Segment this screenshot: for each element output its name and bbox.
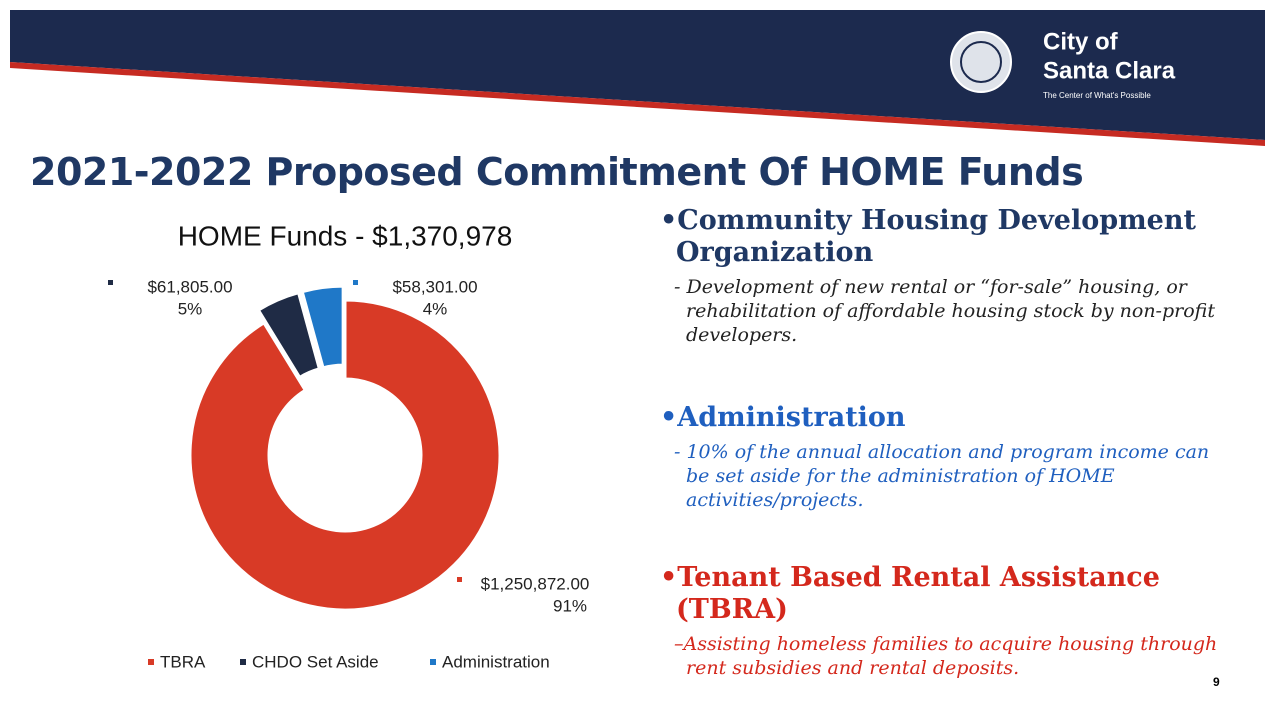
value-label: $61,805.00 (147, 277, 232, 296)
heading-text: Tenant Based Rental Assistance (TBRA) (676, 562, 1160, 625)
label-marker (457, 577, 462, 582)
percent-label: 4% (423, 299, 448, 318)
section-heading: •Administration (660, 402, 906, 433)
heading-text: Administration (677, 402, 906, 433)
seal (950, 31, 1012, 93)
header-band (10, 10, 1265, 140)
pie-slice (256, 290, 322, 380)
section: •Community Housing Development Organizat… (660, 205, 1220, 347)
tagline: The Center of What's Possible (1043, 91, 1151, 100)
value-label: $58,301.00 (392, 277, 477, 296)
page-number: 9 (1213, 675, 1220, 689)
percent-label: 5% (178, 299, 203, 318)
header-stripe (10, 62, 1265, 146)
legend-label: Administration (442, 652, 550, 671)
legend-swatch (148, 659, 154, 665)
legend-swatch (240, 659, 246, 665)
section-heading: •Tenant Based Rental Assistance (TBRA) (660, 562, 1160, 625)
label-marker (108, 280, 113, 285)
seal-ring (960, 41, 1002, 83)
section: •Administration - 10% of the annual alloc… (660, 402, 1220, 512)
percent-label: 91% (553, 596, 587, 615)
section-text: –Assisting homeless families to acquire … (674, 633, 1218, 679)
pie-slice (300, 284, 345, 370)
section-heading: •Community Housing Development Organizat… (660, 205, 1196, 268)
label-marker (353, 280, 358, 285)
section: •Tenant Based Rental Assistance (TBRA) –A… (660, 562, 1220, 680)
chart-title: HOME Funds - $1,370,978 (178, 220, 513, 251)
slide-title: 2021-2022 Proposed Commitment Of HOME Fu… (30, 150, 1084, 194)
pie-slice (188, 298, 502, 612)
heading-text: Community Housing Development Organizati… (676, 205, 1196, 268)
value-label: $1,250,872.00 (481, 574, 590, 593)
legend-swatch (430, 659, 436, 665)
section-text: - 10% of the annual allocation and progr… (674, 441, 1210, 511)
legend-label: CHDO Set Aside (252, 652, 379, 671)
legend-label: TBRA (160, 652, 206, 671)
logo-line2: Santa Clara (1043, 57, 1176, 84)
section-text: - Development of new rental or “for-sale… (674, 276, 1215, 346)
logo-line1: City of (1043, 28, 1119, 55)
